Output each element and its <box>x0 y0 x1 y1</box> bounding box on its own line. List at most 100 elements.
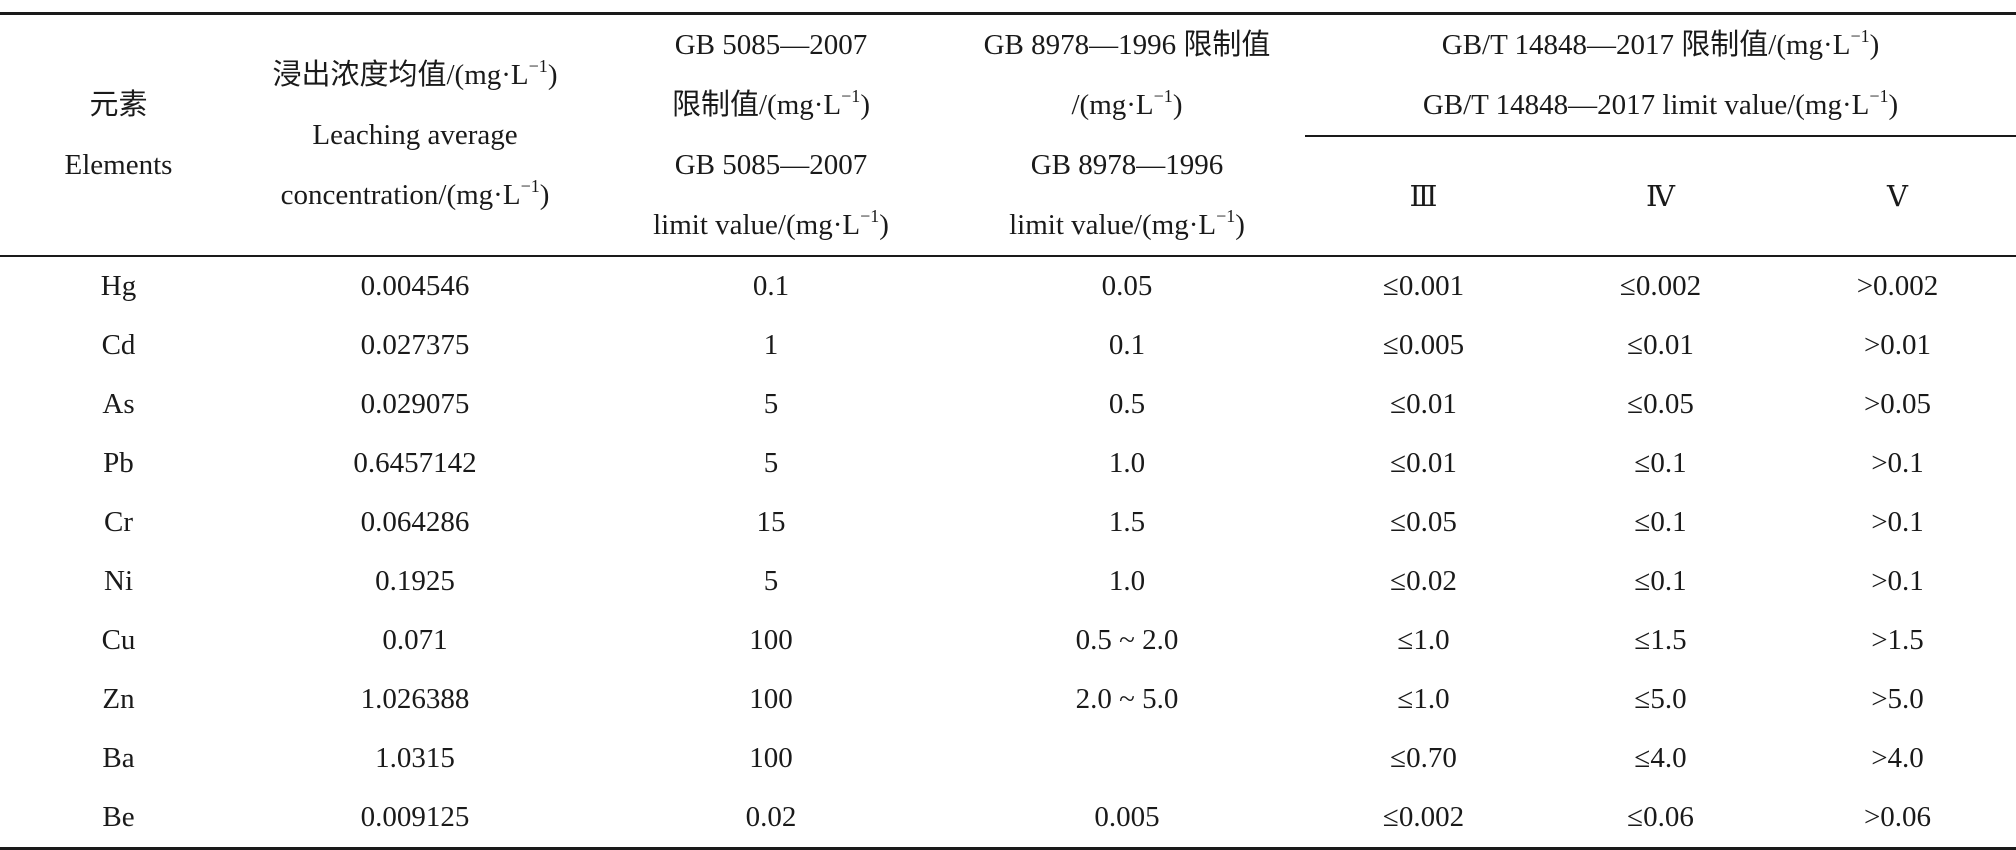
cell-iii: ≤1.0 <box>1397 683 1450 715</box>
cell-iii: ≤0.70 <box>1390 742 1457 774</box>
cell-leaching: 0.6457142 <box>353 447 477 479</box>
cell-element: Cr <box>104 506 133 538</box>
table-row: Ba 1.0315 100 ≤0.70 ≤4.0 >4.0 <box>0 729 2016 788</box>
cell-v: >1.5 <box>1871 624 1924 656</box>
cell-gb8978: 1.0 <box>1108 565 1146 597</box>
cell-gb5085: 5 <box>763 388 779 420</box>
header-gb5085-l4: limit value/(mg·L−1) <box>653 206 889 241</box>
header-gb5085-l3: GB 5085—2007 <box>674 149 868 181</box>
table-body: Hg 0.004546 0.1 0.05 ≤0.001 ≤0.002 >0.002 Cd 0.0… <box>0 256 2016 850</box>
cell-iii: ≤0.002 <box>1305 788 1542 850</box>
table-row: Cu 0.071 100 0.5 ~ 2.0 ≤1.0 ≤1.5 >1.5 <box>0 611 2016 670</box>
table-row: Ni 0.1925 5 1.0 ≤0.02 ≤0.1 >0.1 <box>0 552 2016 611</box>
cell-iv: ≤0.06 <box>1542 788 1779 850</box>
cell-iv: ≤0.1 <box>1634 506 1687 538</box>
cell-iv: ≤0.002 <box>1619 270 1702 302</box>
header-gb8978-l2: /(mg·L−1) <box>1071 86 1183 121</box>
header-gbt14848: GB/T 14848—2017 限制值/(mg·L−1) GB/T 14848—… <box>1305 12 2016 137</box>
cell-gb8978: 2.0 ~ 5.0 <box>1075 683 1179 715</box>
cell-element: Ni <box>104 565 133 597</box>
header-gbt14848-l1: GB/T 14848—2017 限制值/(mg·L−1) <box>1441 26 1880 61</box>
header-elements-zh: 元素 <box>89 89 148 121</box>
cell-leaching: 0.004546 <box>360 270 470 302</box>
cell-v: >0.01 <box>1863 329 1932 361</box>
cell-gb5085: 100 <box>749 742 793 774</box>
cell-gb5085: 100 <box>749 683 793 715</box>
cell-leaching: 1.026388 <box>360 683 470 715</box>
header-gb5085-l1: GB 5085—2007 <box>674 29 868 61</box>
cell-leaching: 0.027375 <box>360 329 470 361</box>
table-row: Pb 0.6457142 5 1.0 ≤0.01 ≤0.1 >0.1 <box>0 434 2016 493</box>
header-gb8978-l1: GB 8978—1996 限制值 <box>983 29 1271 61</box>
header-class-iv: Ⅳ <box>1542 136 1779 257</box>
cell-iv: ≤0.1 <box>1634 447 1687 479</box>
cell-gb8978: 0.005 <box>949 788 1305 850</box>
cell-iii: ≤0.005 <box>1382 329 1465 361</box>
cell-gb8978: 0.05 <box>1101 270 1153 302</box>
cell-v: >0.1 <box>1871 565 1924 597</box>
cell-iv: ≤0.1 <box>1634 565 1687 597</box>
cell-element: Cd <box>101 329 136 361</box>
header-class-iii: Ⅲ <box>1305 136 1542 257</box>
cell-element: Be <box>0 788 237 850</box>
cell-v: >0.05 <box>1863 388 1932 420</box>
cell-v: >5.0 <box>1871 683 1924 715</box>
cell-gb8978: 0.5 ~ 2.0 <box>1075 624 1179 656</box>
cell-gb8978: 0.1 <box>1108 329 1146 361</box>
header-elements: 元素 Elements <box>0 12 237 257</box>
cell-leaching: 1.0315 <box>375 742 455 774</box>
header-gbt14848-l2: GB/T 14848—2017 limit value/(mg·L−1) <box>1422 86 1899 121</box>
cell-element: Hg <box>100 270 137 302</box>
cell-iii: ≤1.0 <box>1397 624 1450 656</box>
cell-leaching: 0.071 <box>382 624 448 656</box>
cell-iii: ≤0.001 <box>1382 270 1465 302</box>
header-leaching-zh: 浸出浓度均值/(mg·L−1) <box>272 56 558 91</box>
header-gb8978-l3: GB 8978—1996 <box>1030 149 1224 181</box>
cell-gb5085: 1 <box>763 329 779 361</box>
cell-v: >4.0 <box>1871 742 1924 774</box>
cell-gb5085: 100 <box>749 624 793 656</box>
header-gb5085-l2: 限制值/(mg·L−1) <box>672 86 870 121</box>
cell-gb8978: 1.5 <box>1108 506 1146 538</box>
header-row-top: 元素 Elements 浸出浓度均值/(mg·L−1) Leaching ave… <box>0 12 2016 257</box>
cell-v: >0.002 <box>1856 270 1939 302</box>
header-class-v: Ⅴ <box>1779 136 2016 257</box>
cell-gb5085: 0.02 <box>593 788 949 850</box>
header-leaching-en1: Leaching average <box>312 119 518 151</box>
cell-v: >0.1 <box>1871 447 1924 479</box>
cell-leaching: 0.064286 <box>360 506 470 538</box>
cell-iv: ≤0.05 <box>1627 388 1694 420</box>
header-gb8978-l4: limit value/(mg·L−1) <box>1009 206 1245 241</box>
limit-values-table: 元素 Elements 浸出浓度均值/(mg·L−1) Leaching ave… <box>0 12 2016 850</box>
cell-element: As <box>102 388 135 420</box>
cell-element: Pb <box>103 447 134 479</box>
table-header: 元素 Elements 浸出浓度均值/(mg·L−1) Leaching ave… <box>0 12 2016 257</box>
header-gb5085: GB 5085—2007 限制值/(mg·L−1) GB 5085—2007 l… <box>593 12 949 257</box>
cell-element: Zn <box>102 683 135 715</box>
header-leaching-en2: concentration/(mg·L−1) <box>280 176 550 211</box>
table-row: Cd 0.027375 1 0.1 ≤0.005 ≤0.01 >0.01 <box>0 316 2016 375</box>
header-elements-en: Elements <box>64 149 173 181</box>
cell-v: >0.06 <box>1779 788 2016 850</box>
cell-iv: ≤4.0 <box>1634 742 1687 774</box>
cell-iii: ≤0.05 <box>1390 506 1457 538</box>
header-gb8978: GB 8978—1996 限制值 /(mg·L−1) GB 8978—1996 … <box>949 12 1305 257</box>
header-row-bottom: Ⅲ Ⅳ Ⅴ <box>0 136 2016 257</box>
cell-gb5085: 5 <box>763 447 779 479</box>
cell-gb5085: 0.1 <box>752 270 790 302</box>
cell-iii: ≤0.02 <box>1390 565 1457 597</box>
cell-element: Ba <box>102 742 135 774</box>
cell-gb8978: 1.0 <box>1108 447 1146 479</box>
cell-iv: ≤0.01 <box>1627 329 1694 361</box>
table-row: Hg 0.004546 0.1 0.05 ≤0.001 ≤0.002 >0.002 <box>0 256 2016 316</box>
cell-iv: ≤5.0 <box>1634 683 1687 715</box>
cell-v: >0.1 <box>1871 506 1924 538</box>
data-table-container: 元素 Elements 浸出浓度均值/(mg·L−1) Leaching ave… <box>0 12 2016 850</box>
cell-leaching: 0.009125 <box>237 788 593 850</box>
cell-gb5085: 15 <box>756 506 786 538</box>
cell-gb5085: 5 <box>763 565 779 597</box>
cell-gb8978: 0.5 <box>1108 388 1146 420</box>
cell-leaching: 0.029075 <box>360 388 470 420</box>
cell-gb8978 <box>949 729 1305 788</box>
table-row: Be 0.009125 0.02 0.005 ≤0.002 ≤0.06 >0.06 <box>0 788 2016 850</box>
